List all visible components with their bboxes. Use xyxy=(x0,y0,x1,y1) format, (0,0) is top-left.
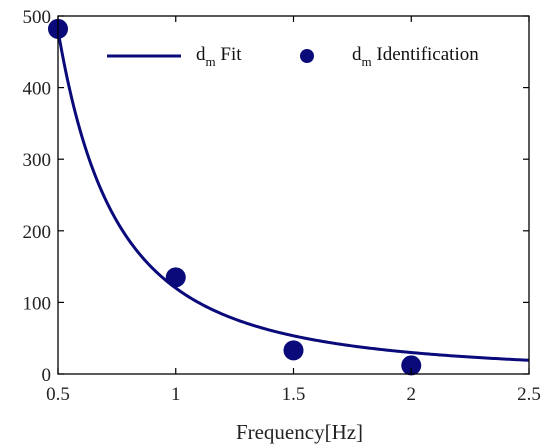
x-tick-label-1: 0.5 xyxy=(46,384,70,405)
legend-identification-label: dm Identification xyxy=(352,44,479,69)
x-axis-title: Frequency[Hz] xyxy=(236,420,363,444)
x-tick-label-4: 2 xyxy=(407,384,417,405)
identification-point-3 xyxy=(283,340,304,361)
y-tick-label-1: 0 xyxy=(42,365,52,386)
y-tick-label-3: 200 xyxy=(23,222,52,243)
x-tick-label-3: 1.5 xyxy=(282,384,306,405)
y-tick-label-2: 100 xyxy=(23,293,52,314)
plot-area xyxy=(48,18,530,376)
legend-fit-label: dm Fit xyxy=(196,44,242,69)
x-tick-label-5: 2.5 xyxy=(517,384,541,405)
y-tick-label-4: 300 xyxy=(23,150,52,171)
fit-curve-line xyxy=(56,30,530,362)
axes: 0.5 1 1.5 2 2.5 0 100 200 300 400 500 xyxy=(23,7,541,405)
x-tick-label-2: 1 xyxy=(171,384,181,405)
identification-point-4 xyxy=(401,355,422,376)
legend-identification-swatch xyxy=(300,49,314,63)
axes-frame xyxy=(57,15,530,375)
identification-point-2 xyxy=(165,267,186,288)
y-tick-label-5: 400 xyxy=(23,79,52,100)
legend: dm Fit dm Identification xyxy=(107,44,479,69)
y-tick-label-6: 500 xyxy=(23,7,52,28)
